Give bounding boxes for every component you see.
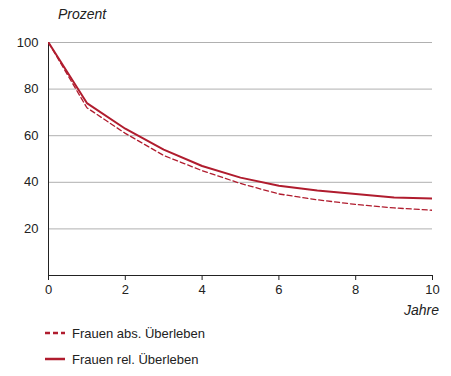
svg-text:4: 4 — [198, 282, 205, 297]
svg-text:100: 100 — [17, 35, 39, 50]
html-text:Prozent: Prozent — [58, 6, 107, 22]
svg-text:60: 60 — [24, 128, 38, 143]
svg-text:8: 8 — [352, 282, 359, 297]
html-text:Jahre: Jahre — [404, 302, 439, 318]
svg-text:6: 6 — [275, 282, 282, 297]
svg-text:20: 20 — [24, 221, 38, 236]
html-text:Frauen abs. Überleben: Frauen abs. Überleben — [72, 325, 205, 341]
svg-text:80: 80 — [24, 81, 38, 96]
svg-text:10: 10 — [425, 282, 439, 297]
svg-text:2: 2 — [122, 282, 129, 297]
svg-text:0: 0 — [45, 282, 52, 297]
svg-text:40: 40 — [24, 174, 38, 189]
html-text:Frauen rel. Überleben: Frauen rel. Überleben — [72, 351, 199, 367]
